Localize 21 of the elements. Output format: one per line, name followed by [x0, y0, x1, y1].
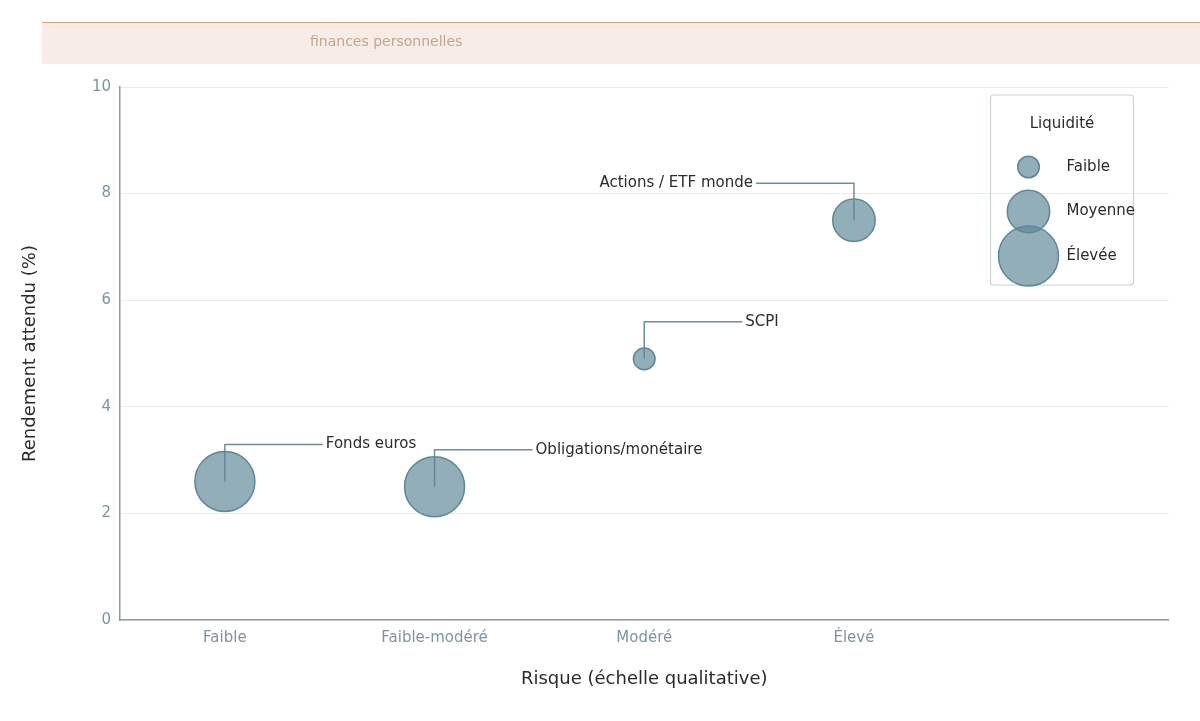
x-tick-label: Faible: [203, 627, 247, 646]
annotation: Fonds euros: [325, 434, 417, 453]
x-tick-label: Faible-modéré: [381, 627, 488, 646]
y-axis-title: Rendement attendu (%): [18, 245, 40, 462]
annotation: Obligations/monétaire: [535, 439, 703, 458]
legend-label: Faible: [1066, 156, 1111, 175]
y-tick-label: 8: [101, 183, 111, 202]
x-axis-title: Risque (échelle qualitative): [520, 666, 768, 688]
y-tick-label: 6: [101, 290, 111, 309]
y-tick-label: 4: [101, 396, 111, 415]
y-tick-label: 10: [91, 76, 111, 95]
annotation: Actions / ETF monde: [599, 173, 753, 192]
y-tick-label: 0: [101, 609, 111, 628]
annotation: SCPI: [745, 311, 779, 330]
x-tick-label: Modéré: [616, 627, 673, 646]
legend-label: Élevée: [1066, 244, 1117, 264]
legend-label: Moyenne: [1066, 201, 1135, 220]
chart-subtitle: finances personnelles: [310, 33, 463, 50]
x-tick-label: Élevé: [833, 626, 875, 646]
y-tick-label: 2: [101, 503, 111, 522]
legend-title: Liquidité: [1029, 113, 1095, 132]
